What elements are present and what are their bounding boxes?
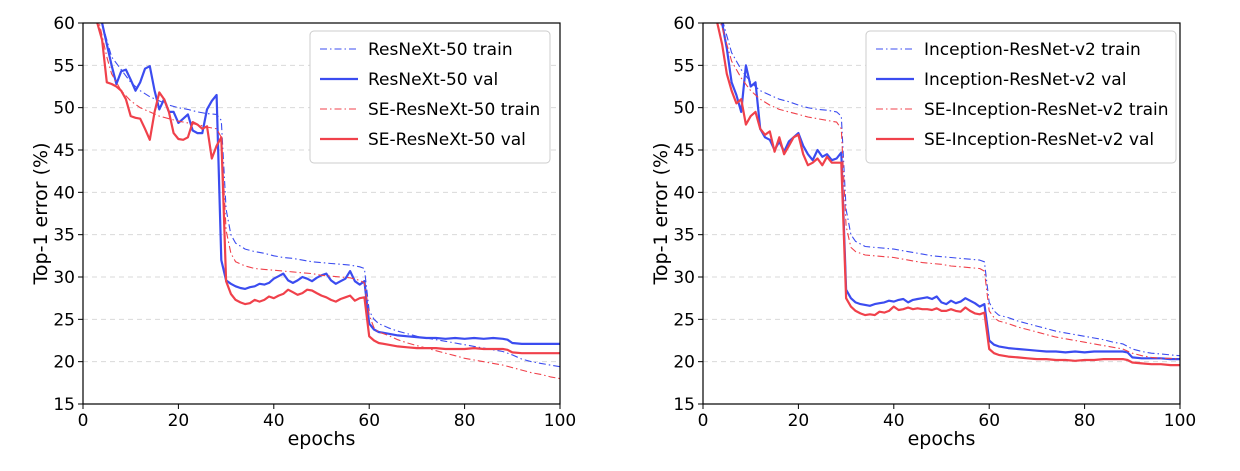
- legend-label-1: ResNeXt-50 val: [368, 70, 498, 90]
- y-tick-label: 40: [673, 183, 695, 203]
- x-tick-label: 40: [883, 411, 905, 431]
- y-tick-label: 15: [53, 395, 75, 415]
- series-line-2: [719, 23, 1180, 360]
- y-tick-label: 35: [53, 226, 75, 246]
- series-line-2: [98, 23, 560, 380]
- y-tick-label: 30: [53, 268, 75, 288]
- x-tick-label: 80: [454, 411, 476, 431]
- x-axis-label: epochs: [288, 428, 356, 450]
- y-tick-label: 35: [673, 226, 695, 246]
- chart-panel-resnext: 15 20 25 30 35 40 45 50 55 60 0 20 40 60 80 100 epochs To…: [30, 14, 576, 450]
- legend-label-0: ResNeXt-50 train: [368, 40, 513, 60]
- y-tick-label: 40: [53, 183, 75, 203]
- y-tick-label: 45: [53, 141, 75, 161]
- y-axis-label: Top-1 error (%): [30, 143, 52, 286]
- y-axis-label: Top-1 error (%): [650, 143, 672, 286]
- series-group: [96, 23, 560, 380]
- y-tick-label: 25: [53, 310, 75, 330]
- x-tick-label: 20: [168, 411, 190, 431]
- y-tick-label: 55: [673, 56, 695, 76]
- y-tick-label: 30: [673, 268, 695, 288]
- series-line-0: [722, 23, 1180, 357]
- x-axis-label: epochs: [908, 428, 976, 450]
- legend-label-3: SE-ResNeXt-50 val: [368, 130, 526, 150]
- chart-resnext: 15 20 25 30 35 40 45 50 55 60 0 20 40 60 80 100 epochs To…: [30, 14, 576, 450]
- x-tick-label: 60: [358, 411, 380, 431]
- x-tick-label: 40: [263, 411, 285, 431]
- legend: Inception-ResNet-v2 train Inception-ResNe…: [865, 30, 1177, 164]
- series-line-3: [716, 23, 1180, 367]
- x-tick-label: 60: [978, 411, 1000, 431]
- y-tick-label: 50: [673, 99, 695, 119]
- y-tick-label: 25: [673, 310, 695, 330]
- chart-inception: 15 20 25 30 35 40 45 50 55 60 0 20 40 60 80 100 epochs To…: [650, 14, 1196, 450]
- legend-label-2: SE-ResNeXt-50 train: [368, 100, 540, 120]
- x-tick-label: 20: [788, 411, 810, 431]
- legend-label-2: SE-Inception-ResNet-v2 train: [924, 100, 1168, 120]
- y-tick-label: 20: [673, 353, 695, 373]
- legend-label-0: Inception-ResNet-v2 train: [924, 40, 1141, 60]
- y-tick-label: 15: [673, 395, 695, 415]
- legend-box: [309, 30, 551, 164]
- x-tick-label: 80: [1074, 411, 1096, 431]
- y-tick-label: 45: [673, 141, 695, 161]
- plot-frame: [702, 22, 1181, 405]
- legend-label-1: Inception-ResNet-v2 val: [924, 70, 1126, 90]
- legend-box: [865, 30, 1177, 164]
- x-tick-label: 0: [698, 411, 709, 431]
- x-tick-label: 100: [1164, 411, 1196, 431]
- y-tick-label: 60: [53, 14, 75, 34]
- series-line-3: [96, 23, 560, 355]
- plot-frame: [82, 22, 561, 405]
- y-tick-label: 55: [53, 56, 75, 76]
- y-tick-label: 50: [53, 99, 75, 119]
- series-line-0: [101, 23, 560, 368]
- y-tick-label: 20: [53, 353, 75, 373]
- legend-label-3: SE-Inception-ResNet-v2 val: [924, 130, 1154, 150]
- series-group: [716, 23, 1180, 367]
- legend: ResNeXt-50 train ResNeXt-50 val SE-ResNeXt…: [309, 30, 551, 164]
- x-tick-label: 100: [544, 411, 576, 431]
- x-tick-label: 0: [78, 411, 89, 431]
- chart-panel-inception: 15 20 25 30 35 40 45 50 55 60 0 20 40 60 80 100 epochs To…: [620, 0, 1240, 471]
- y-tick-label: 60: [673, 14, 695, 34]
- series-line-1: [100, 23, 560, 345]
